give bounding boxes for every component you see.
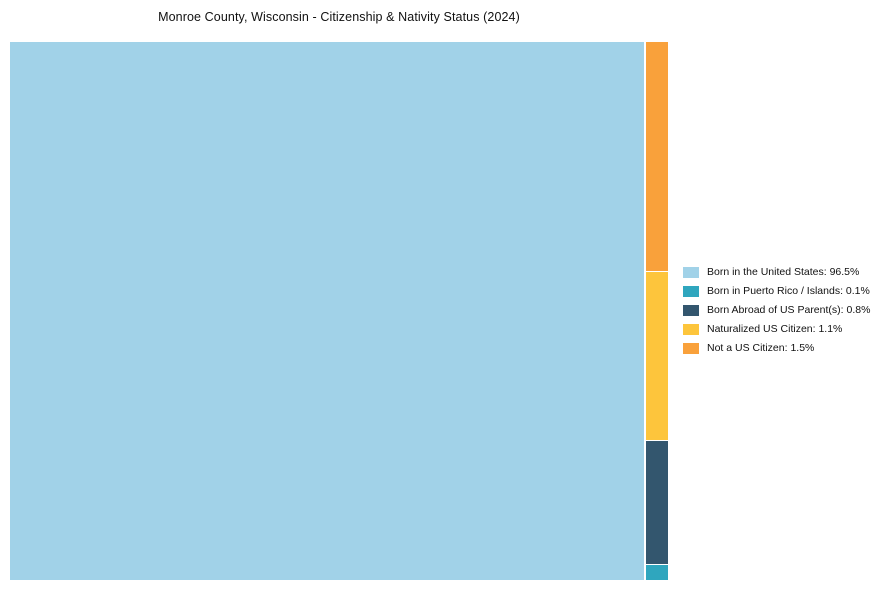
treemap-segment[interactable]	[646, 441, 668, 564]
legend-swatch	[683, 266, 699, 278]
legend-label: Born Abroad of US Parent(s): 0.8%	[707, 304, 871, 316]
legend-item: Born Abroad of US Parent(s): 0.8%	[683, 304, 870, 316]
legend-label: Born in Puerto Rico / Islands: 0.1%	[707, 285, 870, 297]
treemap	[10, 42, 668, 580]
treemap-segment[interactable]	[646, 564, 668, 580]
legend-label: Born in the United States: 96.5%	[707, 266, 860, 278]
legend-label: Naturalized US Citizen: 1.1%	[707, 323, 843, 335]
legend-label: Not a US Citizen: 1.5%	[707, 342, 815, 354]
treemap-segment-main[interactable]	[10, 42, 644, 580]
legend-swatch	[683, 304, 699, 316]
treemap-segment[interactable]	[646, 272, 668, 441]
legend-item: Born in Puerto Rico / Islands: 0.1%	[683, 285, 870, 297]
legend-item: Not a US Citizen: 1.5%	[683, 342, 870, 354]
legend-swatch	[683, 323, 699, 335]
legend-swatch	[683, 285, 699, 297]
treemap-segment[interactable]	[646, 42, 668, 272]
legend-item: Born in the United States: 96.5%	[683, 266, 870, 278]
treemap-right-column	[646, 42, 668, 580]
legend-swatch	[683, 342, 699, 354]
chart-title: Monroe County, Wisconsin - Citizenship &…	[158, 10, 520, 24]
legend: Born in the United States: 96.5% Born in …	[683, 266, 870, 354]
legend-item: Naturalized US Citizen: 1.1%	[683, 323, 870, 335]
